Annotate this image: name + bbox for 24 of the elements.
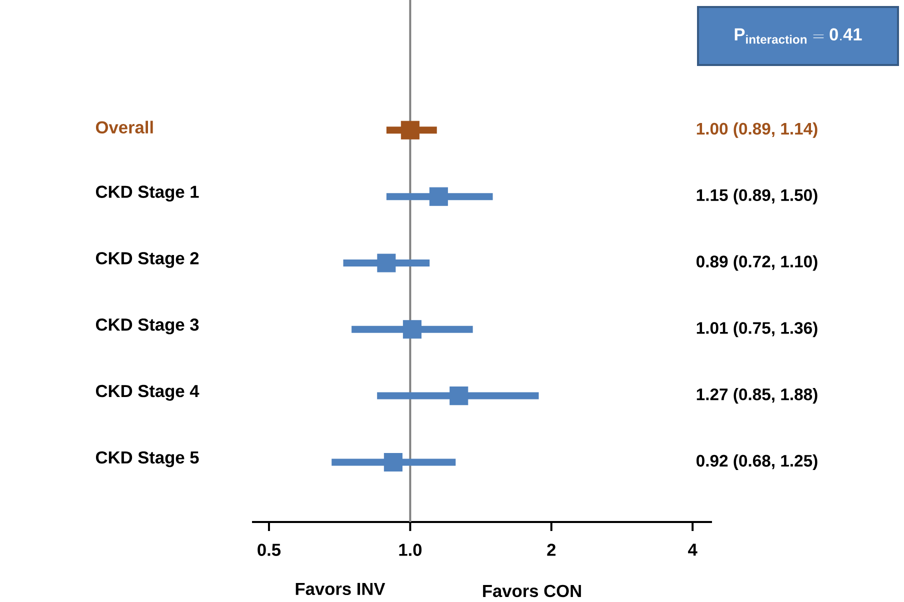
point — [377, 254, 396, 272]
text: Favors CON — [483, 584, 581, 598]
y-tick-label: Overall — [96, 120, 153, 134]
y-tick-label: CKD Stage 5 — [96, 451, 199, 468]
point — [384, 452, 402, 472]
x-tick-label: 1.0 — [399, 544, 422, 556]
data-label: 1.27 (0.85, 1.88) — [696, 388, 818, 404]
y-tick-label: CKD Stage 4 — [96, 384, 200, 401]
y-tick-label: CKD Stage 1 — [96, 186, 199, 202]
text: Favors INV — [296, 582, 386, 596]
x-tick-label: 2 — [547, 544, 556, 556]
point — [402, 320, 422, 339]
point — [400, 120, 420, 140]
text: $\mathbf{P_{interaction} = 0.41}$ — [734, 28, 862, 44]
data-label: 0.92 (0.68, 1.25) — [696, 454, 818, 470]
x-tick-label: 0.5 — [258, 544, 281, 556]
y-tick-label: CKD Stage 3 — [96, 318, 199, 334]
y-tick-label: CKD Stage 2 — [96, 252, 199, 268]
point — [429, 187, 448, 206]
data-label: 1.01 (0.75, 1.36) — [696, 322, 818, 338]
data-label: 1.15 (0.89, 1.50) — [696, 188, 818, 204]
x-tick-label: 4 — [688, 544, 698, 556]
data-label: 0.89 (0.72, 1.10) — [696, 255, 818, 271]
data-label: 1.00 (0.89, 1.14) — [696, 122, 818, 138]
